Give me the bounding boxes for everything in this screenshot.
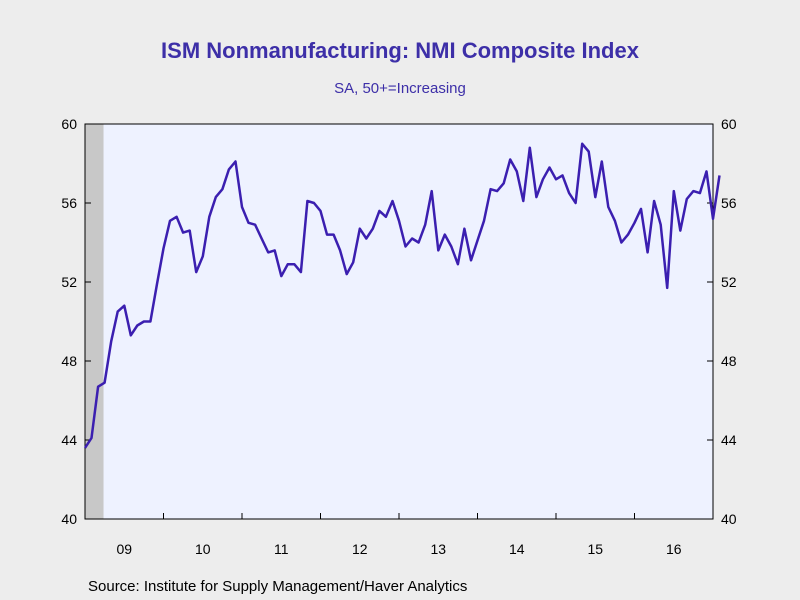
x-tick-label: 16 [666, 541, 682, 557]
y-tick-label-right: 60 [721, 116, 737, 132]
y-tick-label-right: 48 [721, 353, 737, 369]
y-tick-label-left: 40 [61, 511, 77, 527]
y-tick-label-left: 60 [61, 116, 77, 132]
recession-shade [85, 124, 104, 519]
x-tick-label: 14 [509, 541, 525, 557]
chart-subtitle: SA, 50+=Increasing [334, 80, 466, 97]
x-tick-label: 15 [587, 541, 603, 557]
y-tick-label-right: 56 [721, 195, 737, 211]
x-tick-label: 13 [430, 541, 446, 557]
source-note: Source: Institute for Supply Management/… [88, 578, 468, 595]
y-tick-label-right: 52 [721, 274, 737, 290]
y-tick-label-left: 52 [61, 274, 77, 290]
x-tick-label: 10 [195, 541, 211, 557]
series-line [83, 142, 721, 449]
plot-area [85, 124, 713, 519]
chart-title: ISM Nonmanufacturing: NMI Composite Inde… [161, 38, 639, 63]
y-tick-label-left: 48 [61, 353, 77, 369]
x-tick-label: 09 [116, 541, 132, 557]
y-tick-label-right: 40 [721, 511, 737, 527]
x-tick-label: 12 [352, 541, 368, 557]
y-tick-label-left: 56 [61, 195, 77, 211]
x-tick-label: 11 [274, 541, 289, 557]
y-tick-label-left: 44 [61, 432, 77, 448]
y-tick-label-right: 44 [721, 432, 737, 448]
